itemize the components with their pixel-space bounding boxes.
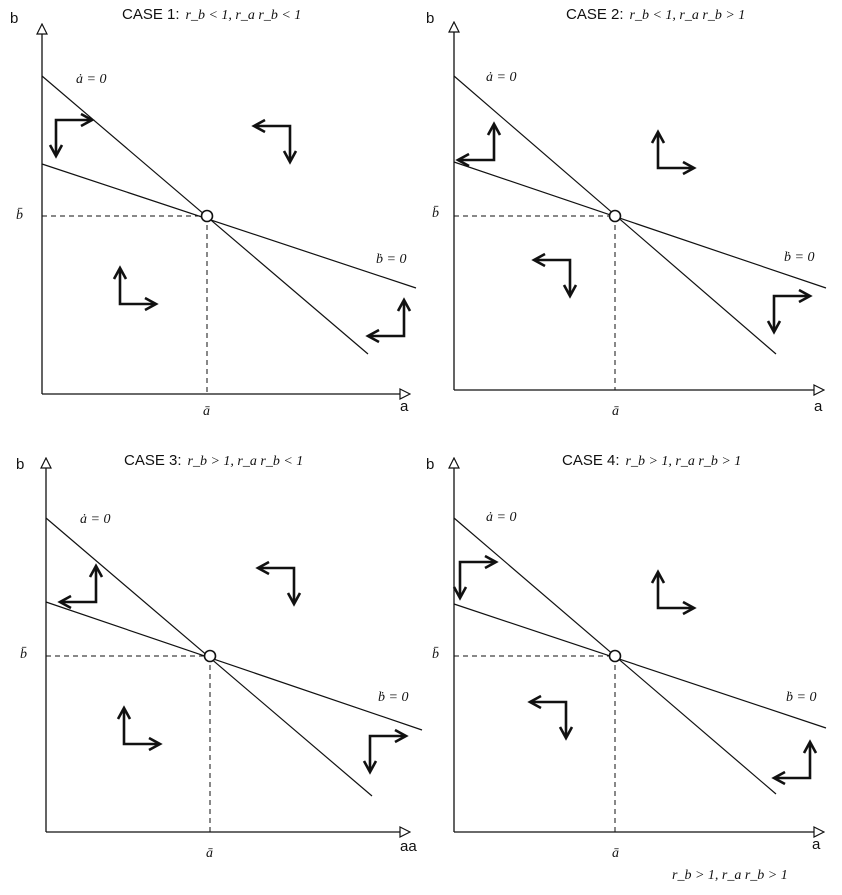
- panel-1-left-down-arrow-icon-horizontal-head: [365, 328, 380, 344]
- panel-1-right-up-arrow-icon-horizontal-head: [144, 296, 159, 312]
- panel-1-condition: r_b < 1, r_a r_b < 1: [185, 8, 302, 23]
- panel-3-left-up-arrow-icon-horizontal-head: [57, 594, 72, 610]
- panel-2-b-nullcline: [453, 161, 827, 289]
- panel-3-right-up-arrow-icon-horizontal-head: [148, 736, 163, 752]
- panel-1-a-star-label: ā: [203, 404, 210, 419]
- panel-1-right-up-arrow-icon: [118, 268, 156, 306]
- panel-4-a-star-label: ā: [612, 846, 619, 861]
- panel-1-x-axis-label: a: [400, 398, 409, 415]
- panel-4-left-down-arrow-icon: [530, 700, 568, 738]
- panel-1-title: CASE 1: r_b < 1, r_a r_b < 1: [122, 6, 301, 24]
- panel-2-left-down-arrow-icon-vertical-head: [562, 284, 578, 299]
- panel-4-b-nullcline: [453, 603, 827, 729]
- panel-4-right-up-arrow-icon-vertical-head: [650, 569, 666, 584]
- panel-3-x-axis-label: aa: [400, 838, 417, 855]
- panel-3-b-nullcline: [45, 601, 423, 731]
- panel-4-b-star-label: b̄: [432, 647, 439, 662]
- panel-2-right-up-arrow-icon-vertical-head: [486, 121, 502, 136]
- panel-1-left-down-arrow-icon-vertical-head: [396, 297, 412, 312]
- panel-3-left-up-arrow-icon: [60, 566, 98, 604]
- panel-3-case: CASE 3:: [124, 452, 182, 469]
- panel-2-a-nullcline-label: ȧ = 0: [486, 70, 517, 85]
- panel-4-x-axis-label: a: [812, 836, 821, 853]
- panel-3-equilibrium-point: [203, 649, 217, 663]
- panel-4-right-down-arrow-icon-horizontal-head: [484, 554, 499, 570]
- panel-2-left-down-arrow-icon-horizontal-head: [531, 252, 546, 268]
- panel-3-a-star-label: ā: [206, 846, 213, 861]
- panel-3-left-down-arrow-icon: [258, 566, 296, 604]
- panel-2-title: CASE 2: r_b < 1, r_a r_b > 1: [566, 6, 745, 24]
- panel-2-x-axis-label: a: [814, 398, 823, 415]
- panel-1-b-nullcline-label: ḃ = 0: [376, 252, 407, 267]
- panel-3-left-down-arrow-icon-vertical-head: [286, 592, 302, 607]
- panel-4-left-down-arrow-icon-vertical-head: [558, 726, 574, 741]
- panel-4-left-up-arrow-icon: [774, 742, 812, 780]
- panel-4-b-nullcline-label: ḃ = 0: [786, 690, 817, 705]
- panel-3-title: CASE 3: r_b > 1, r_a r_b < 1: [124, 452, 303, 470]
- panel-4-right-up-arrow-icon: [656, 572, 694, 610]
- panel-2-right-down-arrow-icon: [772, 294, 810, 332]
- panel-4-y-axis-label: b: [426, 456, 435, 473]
- panel-4-condition: r_b > 1, r_a r_b > 1: [625, 454, 742, 469]
- panel-2-right-down-arrow-icon-horizontal-head: [798, 288, 813, 304]
- panel-2-case: CASE 2:: [566, 6, 624, 23]
- panel-1-b-nullcline: [41, 163, 417, 289]
- panel-2-right-down-arrow-icon-vertical-head: [766, 320, 782, 335]
- panel-1-left-down-arrow-icon-vertical-head: [282, 150, 298, 165]
- panel-1-b-star-label: b̄: [16, 208, 23, 223]
- panel-3-right-down-arrow-icon-vertical-head: [362, 760, 378, 775]
- panel-4-right-up-arrow-icon-horizontal-head: [682, 600, 697, 616]
- panel-4-equilibrium-point: [608, 649, 622, 663]
- panel-3-b-star-label: b̄: [20, 647, 27, 662]
- panel-3-y-axis-label: b: [16, 456, 25, 473]
- panel-1-right-up-arrow-icon-vertical-head: [48, 144, 64, 159]
- panel-3-right-down-arrow-icon-horizontal-head: [394, 728, 409, 744]
- panel-1-right-up-arrow-icon: [54, 118, 92, 156]
- panel-4-left-down-arrow-icon-horizontal-head: [527, 694, 542, 710]
- panel-3-condition: r_b > 1, r_a r_b < 1: [187, 454, 304, 469]
- panel-3-a-nullcline-label: ȧ = 0: [80, 512, 111, 527]
- panel-2-right-up-arrow-icon-horizontal-head: [682, 160, 697, 176]
- panel-2-right-up-arrow-icon-vertical-head: [650, 129, 666, 144]
- panel-2-y-axis-label: b: [426, 10, 435, 27]
- panel-4-right-down-arrow-icon: [458, 560, 496, 598]
- panel-2-right-up-arrow-icon-horizontal-head: [455, 152, 470, 168]
- panel-4-case: CASE 4:: [562, 452, 620, 469]
- panel-2-b-nullcline-label: ḃ = 0: [784, 250, 815, 265]
- panel-2-condition: r_b < 1, r_a r_b > 1: [629, 8, 746, 23]
- panel-1-a-nullcline-label: ȧ = 0: [76, 72, 107, 87]
- panel-2-right-up-arrow-icon: [458, 124, 496, 162]
- panel-1-left-down-arrow-icon: [254, 124, 292, 162]
- panel-3-left-up-arrow-icon-vertical-head: [88, 563, 104, 578]
- panel-4-right-down-arrow-icon-vertical-head: [452, 586, 468, 601]
- panel-1-case: CASE 1:: [122, 6, 180, 23]
- panel-4-left-up-arrow-icon-vertical-head: [802, 739, 818, 754]
- panel-1-right-up-arrow-icon-horizontal-head: [80, 112, 95, 128]
- footer-condition: r_b > 1, r_a r_b > 1: [672, 868, 788, 883]
- panel-3-right-down-arrow-icon: [368, 734, 406, 772]
- panel-2-left-down-arrow-icon: [534, 258, 572, 296]
- panel-4-title: CASE 4: r_b > 1, r_a r_b > 1: [562, 452, 741, 470]
- panel-1-equilibrium-point: [200, 209, 214, 223]
- panel-3-right-up-arrow-icon-vertical-head: [116, 705, 132, 720]
- panel-4-left-up-arrow-icon-horizontal-head: [771, 770, 786, 786]
- panel-2-b-star-label: b̄: [432, 206, 439, 221]
- panel-3-b-nullcline-label: ḃ = 0: [378, 690, 409, 705]
- panel-1-y-axis-label: b: [10, 10, 19, 27]
- panel-1-left-down-arrow-icon-horizontal-head: [251, 118, 266, 134]
- panel-3-left-down-arrow-icon-horizontal-head: [255, 560, 270, 576]
- panel-3-right-up-arrow-icon: [122, 708, 160, 746]
- panel-4-a-nullcline-label: ȧ = 0: [486, 510, 517, 525]
- panel-2-a-star-label: ā: [612, 404, 619, 419]
- panel-1-left-down-arrow-icon: [368, 300, 406, 338]
- panel-2-equilibrium-point: [608, 209, 622, 223]
- panel-1-right-up-arrow-icon-vertical-head: [112, 265, 128, 280]
- panel-2-right-up-arrow-icon: [656, 132, 694, 170]
